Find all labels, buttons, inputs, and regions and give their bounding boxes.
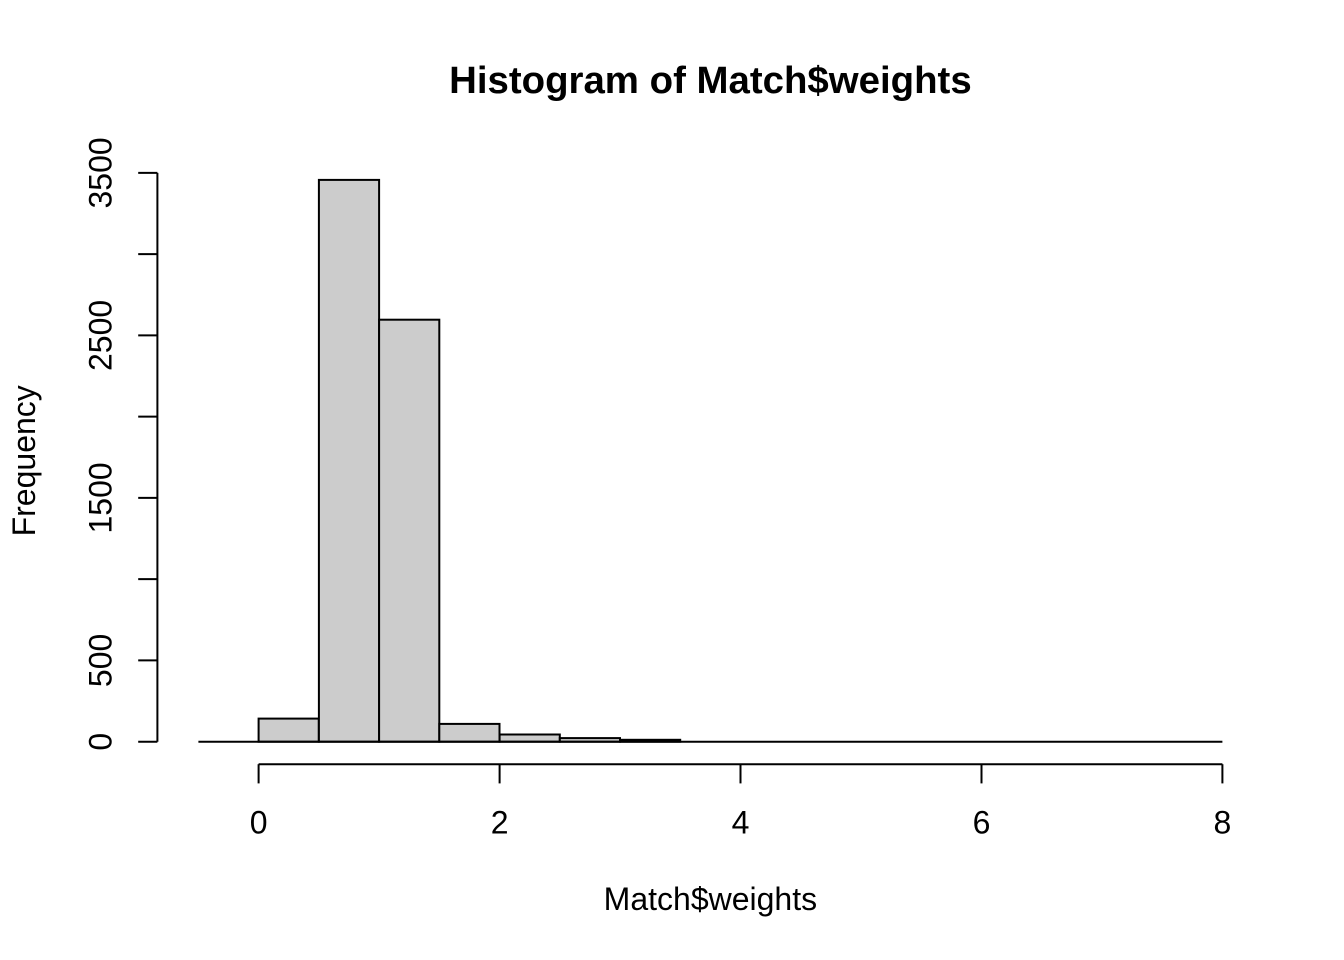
svg-text:6: 6 xyxy=(973,805,991,841)
svg-text:4: 4 xyxy=(732,805,750,841)
svg-text:8: 8 xyxy=(1214,805,1232,841)
svg-text:3500: 3500 xyxy=(83,137,119,208)
svg-text:2500: 2500 xyxy=(83,300,119,371)
svg-text:1500: 1500 xyxy=(83,462,119,533)
svg-text:Frequency: Frequency xyxy=(6,385,42,536)
svg-text:0: 0 xyxy=(250,805,268,841)
svg-text:Match$weights: Match$weights xyxy=(604,881,817,917)
svg-text:2: 2 xyxy=(491,805,509,841)
svg-text:0: 0 xyxy=(83,733,119,751)
svg-text:Histogram of Match$weights: Histogram of Match$weights xyxy=(449,59,972,102)
svg-text:500: 500 xyxy=(83,634,119,687)
